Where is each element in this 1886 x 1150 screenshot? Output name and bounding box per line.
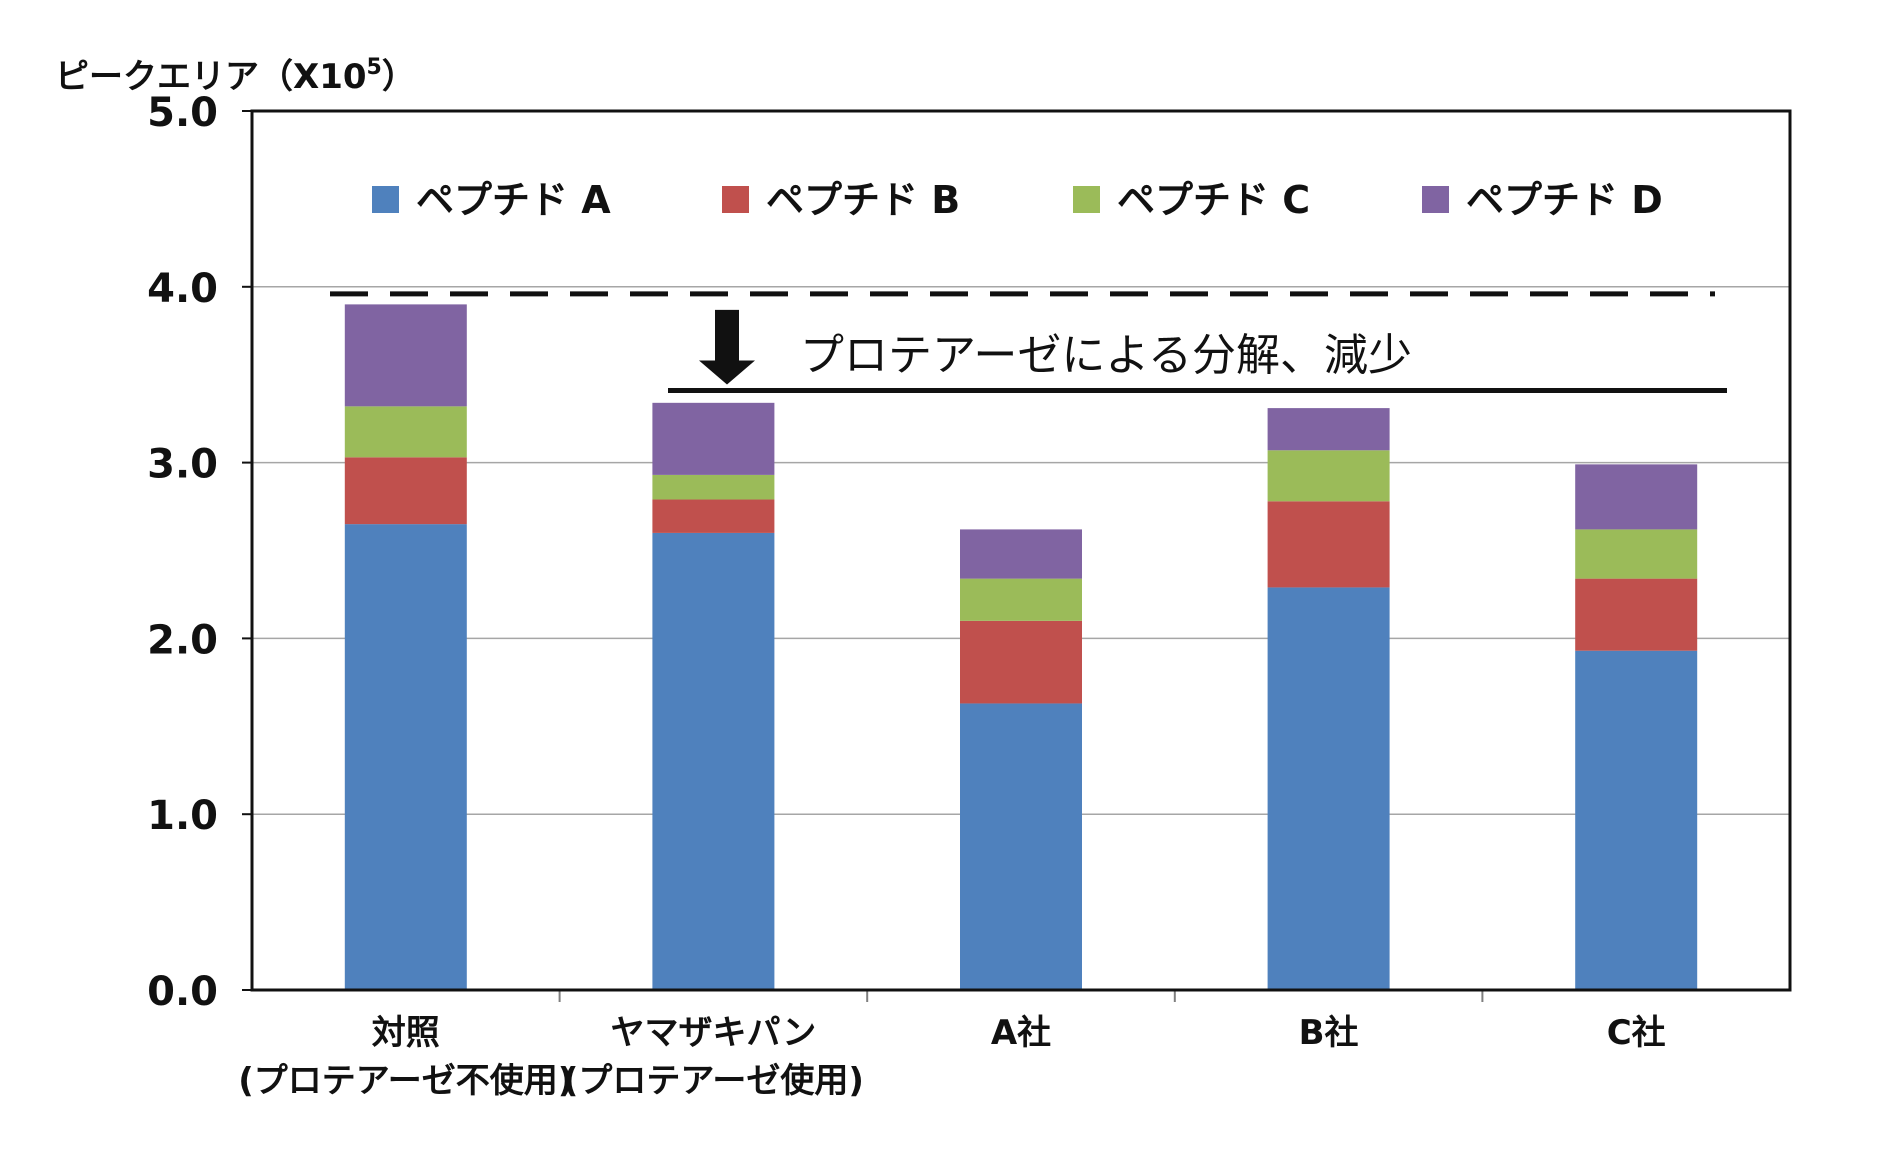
y-tick-label: 3.0 — [147, 442, 218, 488]
x-tick-label: 対照 — [372, 1013, 440, 1053]
bar-segment — [960, 578, 1082, 621]
y-tick-label: 2.0 — [147, 617, 218, 663]
x-tick-label: ヤマザキパン — [611, 1013, 817, 1053]
bar-segment — [1267, 501, 1390, 588]
x-tick-sublabel: (プロテアーゼ不使用) — [238, 1061, 573, 1101]
legend-swatch — [722, 186, 749, 213]
bar-segment — [960, 703, 1082, 990]
y-tick-label: 5.0 — [147, 90, 218, 136]
bar-segment — [1267, 408, 1390, 451]
bars-layer — [344, 304, 1698, 990]
bar-segment — [652, 532, 775, 990]
bar-segment — [960, 620, 1082, 704]
legend-label: ペプチド C — [1117, 178, 1310, 222]
bar-segment — [1575, 650, 1698, 990]
axis-layer: 0.0 1.0 2.0 3.0 4.0 5.0 対照 (プロテアーゼ不使用) ヤマザキパン (プロ… — [147, 90, 1792, 1101]
y-tick-label: 0.0 — [147, 969, 218, 1015]
bar-segment — [1267, 587, 1390, 990]
bar-segment — [960, 529, 1082, 579]
bar-segment — [344, 304, 467, 407]
y-tick-label: 1.0 — [147, 793, 218, 839]
legend-label: ペプチド B — [766, 178, 960, 222]
annotation-layer: プロテアーゼによる分解、減少 — [330, 291, 1727, 394]
x-tick-label: A社 — [991, 1013, 1051, 1053]
y-tick-label: 4.0 — [147, 266, 218, 312]
bar-segment — [344, 457, 467, 525]
legend-label: ペプチド A — [416, 178, 611, 222]
bar-segment — [652, 474, 775, 500]
bar-segment — [1575, 529, 1698, 579]
bar-segment — [344, 524, 467, 990]
reduction-annotation: プロテアーゼによる分解、減少 — [800, 330, 1412, 381]
plot-frame — [250, 109, 1792, 992]
legend-label: ペプチド D — [1466, 178, 1663, 222]
y-axis-label-suffix: ） — [382, 57, 416, 97]
legend-item: ペプチド A — [372, 178, 611, 222]
legend: ペプチド A ペプチド B ペプチド C ペプチド D — [372, 178, 1663, 222]
bar-segment — [652, 499, 775, 533]
bar-segment — [1575, 464, 1698, 530]
bar-segment — [652, 402, 775, 475]
y-axis-label-main: ピークエリア（X10 — [55, 57, 367, 97]
legend-item: ペプチド B — [722, 178, 960, 222]
y-axis-label: ピークエリア（X105） — [55, 55, 416, 97]
legend-item: ペプチド D — [1422, 178, 1663, 222]
legend-item: ペプチド C — [1073, 178, 1310, 222]
x-tick-label: C社 — [1607, 1013, 1666, 1053]
legend-swatch — [372, 186, 399, 213]
down-arrow-icon — [699, 309, 755, 385]
x-tick-label: B社 — [1299, 1013, 1359, 1053]
y-axis-label-exponent: 5 — [367, 55, 382, 80]
x-tick-sublabel: (プロテアーゼ使用) — [563, 1061, 864, 1101]
legend-swatch — [1422, 186, 1449, 213]
bar-segment — [344, 406, 467, 458]
legend-swatch — [1073, 186, 1100, 213]
bar-segment — [1267, 450, 1390, 502]
bar-segment — [1575, 578, 1698, 651]
